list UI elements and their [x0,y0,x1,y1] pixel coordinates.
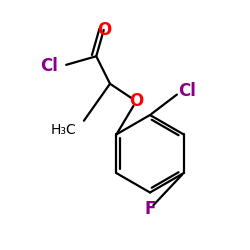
Text: O: O [129,92,144,110]
Text: F: F [144,200,156,218]
Text: O: O [96,21,111,39]
Text: Cl: Cl [178,82,196,100]
Text: Cl: Cl [40,57,58,75]
Text: H₃C: H₃C [51,123,76,137]
